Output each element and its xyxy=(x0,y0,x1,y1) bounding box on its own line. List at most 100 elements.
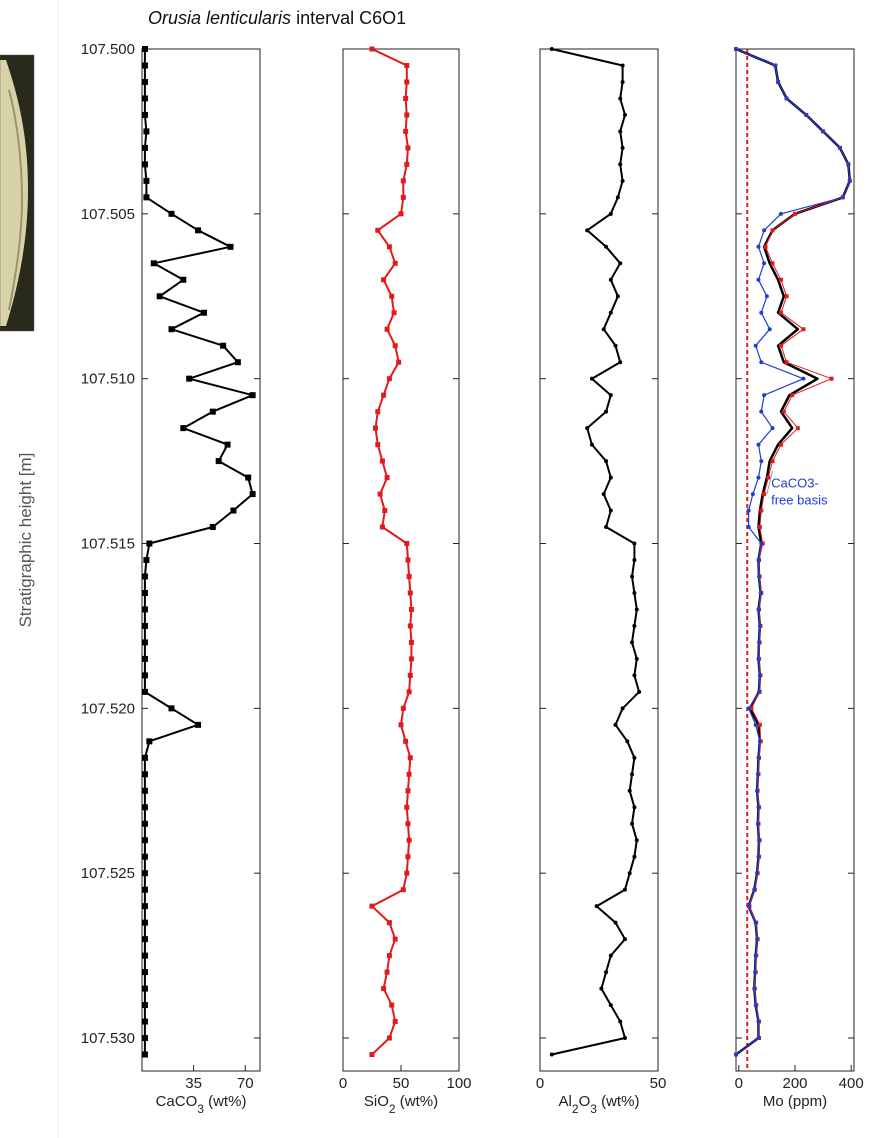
data-point xyxy=(753,722,758,727)
y-tick-label: 107.515 xyxy=(81,536,135,553)
series-line xyxy=(551,48,641,1056)
data-point xyxy=(141,606,148,613)
data-point xyxy=(734,47,738,51)
data-point xyxy=(630,821,635,826)
data-point xyxy=(608,1003,613,1008)
data-point xyxy=(762,228,767,233)
data-point xyxy=(757,623,762,628)
chart-title: Orusia lenticularis interval C6O1 xyxy=(148,8,406,28)
series-caco3-0 xyxy=(141,46,256,1058)
data-point xyxy=(141,886,148,893)
data-point xyxy=(549,47,554,51)
data-point xyxy=(377,491,383,497)
data-point xyxy=(407,623,413,629)
data-point xyxy=(141,1018,148,1025)
data-point xyxy=(375,442,381,448)
data-point xyxy=(632,541,637,546)
data-point xyxy=(141,1051,148,1058)
data-point xyxy=(604,525,609,530)
series-line xyxy=(735,48,851,1055)
data-point xyxy=(234,359,241,366)
data-point xyxy=(801,327,806,332)
data-point xyxy=(837,145,842,150)
data-point xyxy=(407,672,413,678)
data-point xyxy=(620,63,625,68)
data-point xyxy=(405,145,411,151)
data-point xyxy=(405,788,411,794)
data-point xyxy=(180,425,187,432)
data-point xyxy=(141,688,148,695)
data-point xyxy=(790,393,795,398)
data-point xyxy=(249,392,256,399)
data-point xyxy=(608,508,613,513)
data-point xyxy=(620,145,625,150)
data-point xyxy=(141,903,148,910)
data-point xyxy=(406,771,412,777)
data-point xyxy=(146,738,153,745)
data-point xyxy=(549,1052,554,1057)
data-point xyxy=(608,953,613,958)
data-point xyxy=(141,672,148,679)
data-point xyxy=(141,95,148,102)
y-tick-label: 107.510 xyxy=(81,371,135,388)
data-point xyxy=(756,755,761,760)
data-point xyxy=(392,936,398,942)
data-point xyxy=(632,623,637,628)
data-point xyxy=(386,1035,392,1041)
panel-mo: 0 200 400 Mo (ppm) CaCO3- free basis xyxy=(734,47,864,1110)
data-point xyxy=(379,524,385,530)
data-point xyxy=(404,804,410,810)
data-point xyxy=(141,870,148,877)
data-point xyxy=(404,112,410,118)
data-point xyxy=(186,375,193,382)
data-point xyxy=(756,244,761,249)
data-point xyxy=(195,227,202,234)
data-point xyxy=(146,540,153,547)
data-point xyxy=(369,46,375,52)
data-point xyxy=(759,409,764,414)
data-point xyxy=(404,541,410,547)
data-point xyxy=(375,227,381,233)
data-point xyxy=(141,787,148,794)
data-point xyxy=(821,129,826,134)
data-point xyxy=(180,276,187,283)
data-point xyxy=(756,1036,761,1041)
data-point xyxy=(634,838,639,843)
data-point xyxy=(615,195,620,200)
data-point xyxy=(141,62,148,69)
data-point xyxy=(757,574,762,579)
data-point xyxy=(613,722,618,727)
data-point xyxy=(400,705,406,711)
core-photo xyxy=(0,54,35,332)
x-axis-label: Mo (ppm) xyxy=(763,1093,827,1110)
x-tick-label: 100 xyxy=(446,1075,471,1092)
data-point xyxy=(389,293,395,299)
data-point xyxy=(407,590,413,596)
annotation-text: CaCO3- xyxy=(771,475,819,490)
data-point xyxy=(608,211,613,216)
series-line xyxy=(143,49,254,1055)
data-point xyxy=(766,475,771,480)
data-point xyxy=(150,260,157,267)
data-point xyxy=(758,590,763,595)
y-tick-label: 107.505 xyxy=(81,206,135,223)
data-point xyxy=(632,805,637,810)
series-line xyxy=(371,48,413,1056)
data-point xyxy=(620,79,625,84)
data-point xyxy=(249,491,256,498)
data-point xyxy=(634,607,639,612)
data-point xyxy=(759,310,764,315)
y-tick-label: 107.530 xyxy=(81,1030,135,1047)
data-point xyxy=(599,986,604,991)
data-point xyxy=(618,162,623,167)
data-point xyxy=(392,1019,398,1025)
data-point xyxy=(398,211,404,217)
data-point xyxy=(384,969,390,975)
data-point xyxy=(620,178,625,183)
data-point xyxy=(778,277,783,282)
data-point xyxy=(613,920,618,925)
y-tick-label: 107.520 xyxy=(81,700,135,717)
data-point xyxy=(756,442,761,447)
data-point xyxy=(406,689,412,695)
